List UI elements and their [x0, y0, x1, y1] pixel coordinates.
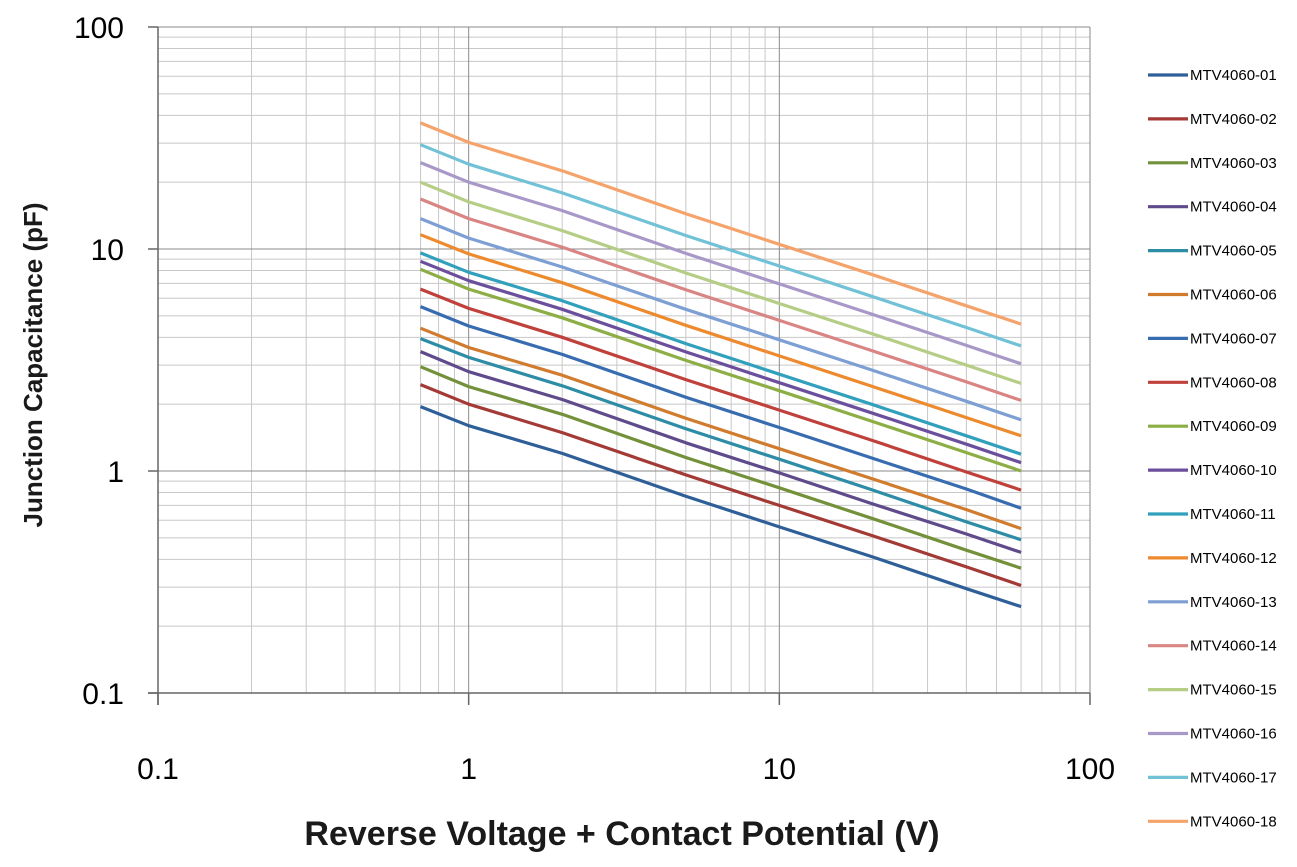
series-line-MTV4060-18 [419, 121, 1022, 326]
legend-label: MTV4060-05 [1190, 243, 1277, 260]
series-lines [419, 121, 1022, 609]
series-line-MTV4060-16 [419, 161, 1022, 366]
series-line-MTV4060-10 [419, 259, 1022, 465]
legend-label: MTV4060-12 [1190, 550, 1277, 567]
legend-label: MTV4060-16 [1190, 726, 1277, 743]
legend-label: MTV4060-18 [1190, 813, 1277, 830]
x-tick-label: 0.1 [137, 753, 179, 786]
y-tick-label: 0.1 [82, 678, 124, 711]
series-line-MTV4060-15 [419, 180, 1022, 385]
series-line-MTV4060-09 [419, 267, 1022, 473]
x-tick-label: 100 [1065, 753, 1115, 786]
series-line-MTV4060-14 [419, 197, 1022, 402]
series-line-MTV4060-11 [419, 251, 1022, 456]
legend-label: MTV4060-06 [1190, 287, 1277, 304]
legend-label: MTV4060-04 [1190, 199, 1277, 216]
legend-label: MTV4060-11 [1190, 506, 1276, 523]
y-tick-label: 100 [74, 12, 124, 45]
legend-label: MTV4060-01 [1190, 67, 1277, 84]
series-line-MTV4060-03 [419, 365, 1022, 570]
series-line-MTV4060-07 [419, 305, 1022, 510]
legend-label: MTV4060-08 [1190, 374, 1277, 391]
legend-label: MTV4060-03 [1190, 155, 1277, 172]
legend-label: MTV4060-07 [1190, 330, 1277, 347]
y-tick-label: 10 [91, 234, 124, 267]
tick-labels: 0.1 1 10 100 0.1 1 10 100 [74, 12, 1115, 786]
series-line-MTV4060-02 [419, 383, 1022, 588]
legend-label: MTV4060-09 [1190, 418, 1277, 435]
legend-label: MTV4060-15 [1190, 682, 1277, 699]
legend-label: MTV4060-17 [1190, 769, 1277, 786]
series-line-MTV4060-12 [419, 233, 1022, 438]
x-tick-label: 1 [460, 753, 477, 786]
y-axis-title: Junction Capacitance (pF) [18, 202, 48, 527]
legend: MTV4060-01 MTV4060-02 MTV4060-03 MTV4060-04… [1148, 67, 1277, 830]
x-axis-title: Reverse Voltage + Contact Potential (V) [304, 815, 939, 853]
legend-label: MTV4060-10 [1190, 462, 1277, 479]
legend-label: MTV4060-02 [1190, 111, 1277, 128]
series-line-MTV4060-17 [419, 143, 1022, 348]
series-line-MTV4060-08 [419, 287, 1022, 492]
series-line-MTV4060-01 [419, 405, 1022, 609]
series-line-MTV4060-04 [419, 350, 1022, 554]
x-tick-label: 10 [763, 753, 796, 786]
legend-label: MTV4060-14 [1190, 638, 1277, 655]
axes [148, 26, 1091, 705]
y-tick-label: 1 [107, 456, 124, 489]
legend-label: MTV4060-13 [1190, 594, 1277, 611]
series-line-MTV4060-05 [419, 337, 1022, 542]
series-line-MTV4060-06 [419, 326, 1022, 531]
series-line-MTV4060-13 [419, 217, 1022, 422]
